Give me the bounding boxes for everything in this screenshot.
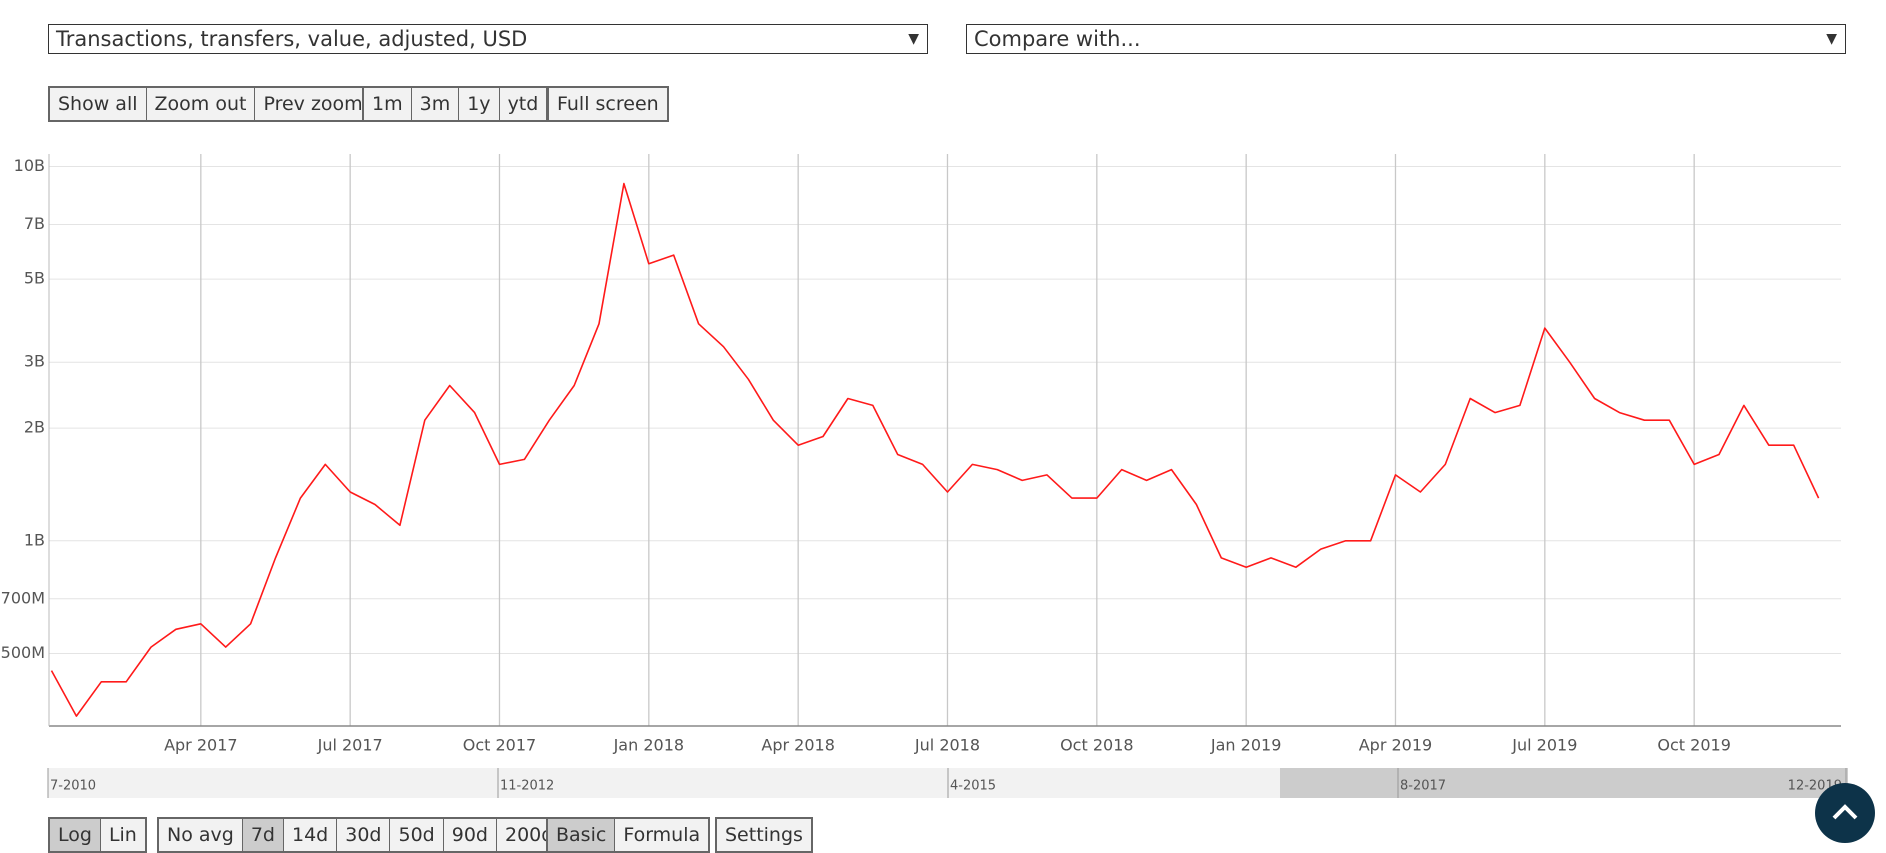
button[interactable]: No avg — [159, 819, 242, 851]
button[interactable]: Prev zoom — [255, 88, 371, 120]
x-tick-label: Jan 2018 — [613, 736, 684, 755]
dropdown-arrow: ▼ — [1826, 31, 1837, 47]
dropdown-arrow: ▼ — [908, 31, 919, 47]
button[interactable]: 90d — [443, 819, 496, 851]
button[interactable]: ytd — [499, 88, 547, 120]
y-tick-label: 500M — [1, 643, 45, 662]
navigator-label: 4-2015 — [950, 779, 996, 794]
button[interactable]: Full screen — [549, 88, 667, 120]
y-tick-label: 7B — [24, 214, 45, 233]
x-tick-label: Jul 2019 — [1511, 736, 1577, 755]
screen-group: Full screen — [547, 86, 669, 122]
button[interactable]: Basic — [548, 819, 615, 851]
y-tick-label: 5B — [24, 269, 45, 288]
y-tick-label: 3B — [24, 352, 45, 371]
compare-select-text: Compare with... — [974, 27, 1141, 51]
button[interactable]: Settings — [717, 819, 811, 851]
y-tick-label: 10B — [14, 156, 45, 175]
button[interactable]: 30d — [337, 819, 390, 851]
compare-select[interactable]: Compare with... ▼ — [966, 24, 1846, 54]
x-tick-label: Oct 2017 — [463, 736, 536, 755]
scroll-top-button[interactable] — [1813, 781, 1877, 845]
navigator — [48, 768, 1848, 798]
button[interactable]: 3m — [411, 88, 459, 120]
x-tick-label: Oct 2019 — [1657, 736, 1730, 755]
scroll-top-circle — [1815, 783, 1875, 843]
x-tick-label: Apr 2018 — [761, 736, 834, 755]
settings-group: Settings — [715, 817, 813, 853]
mode-group: Basic Formula — [546, 817, 711, 853]
y-tick-label: 1B — [24, 530, 45, 549]
x-tick-label: Jan 2019 — [1210, 736, 1281, 755]
x-tick-label: Apr 2017 — [164, 736, 237, 755]
metric-select[interactable]: Transactions, transfers, value, adjusted… — [48, 24, 928, 54]
button[interactable]: 7d — [242, 819, 283, 851]
button[interactable]: Formula — [615, 819, 709, 851]
avg-group: No avg 7d 14d 30d 50d 90d 200d — [157, 817, 564, 853]
button[interactable]: Lin — [100, 819, 145, 851]
y-tick-label: 700M — [1, 588, 45, 607]
navigator-label: 7-2010 — [50, 779, 96, 794]
zoom-group: Show all Zoom out Prev zoom — [48, 86, 373, 122]
button[interactable]: 1m — [364, 88, 411, 120]
navigator-label: 8-2017 — [1400, 779, 1446, 794]
scroll-top-icon — [1832, 804, 1858, 820]
button[interactable]: 50d — [390, 819, 443, 851]
button[interactable]: 14d — [283, 819, 337, 851]
range-group: 1m 3m 1y ytd — [362, 86, 549, 122]
x-tick-label: Apr 2019 — [1359, 736, 1432, 755]
scale-group: Log Lin — [48, 817, 147, 853]
metric-select-text: Transactions, transfers, value, adjusted… — [56, 27, 528, 51]
navigator-label: 11-2012 — [500, 779, 554, 794]
x-tick-label: Oct 2018 — [1060, 736, 1133, 755]
button[interactable]: 1y — [459, 88, 499, 120]
line-series — [50, 182, 1820, 717]
button[interactable]: Zoom out — [146, 88, 255, 120]
button[interactable]: Show all — [50, 88, 146, 120]
y-tick-label: 2B — [24, 418, 45, 437]
x-tick-label: Jul 2017 — [317, 736, 383, 755]
button[interactable]: Log — [50, 819, 100, 851]
navigator-window — [1280, 768, 1848, 798]
x-tick-label: Jul 2018 — [914, 736, 980, 755]
